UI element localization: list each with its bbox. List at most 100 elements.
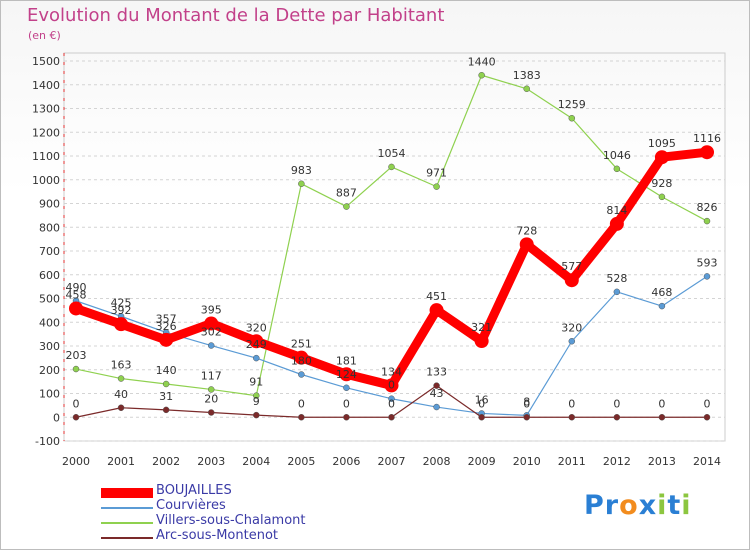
data-point	[117, 375, 125, 382]
legend-label: Villers-sous-Chalamont	[156, 513, 306, 528]
data-point	[117, 404, 125, 411]
y-tick-label: 1300	[32, 103, 60, 116]
data-label: 16	[475, 393, 489, 406]
data-label: 251	[291, 338, 312, 351]
data-point	[162, 406, 170, 414]
data-label: 728	[516, 224, 537, 237]
data-point	[253, 354, 260, 362]
data-point	[339, 367, 354, 382]
x-tick-label: 2002	[152, 455, 180, 468]
logo-letter: x	[638, 490, 658, 521]
series-line	[71, 147, 712, 390]
data-point	[523, 414, 530, 421]
data-point	[207, 409, 215, 416]
data-label: 302	[201, 326, 222, 339]
data-label: 0	[73, 397, 80, 410]
data-point	[298, 371, 305, 378]
data-label: 395	[201, 303, 222, 316]
data-point	[564, 273, 579, 288]
logo-letter: r	[604, 490, 620, 521]
data-label: 0	[568, 397, 575, 410]
data-point	[658, 414, 666, 421]
x-tick-label: 2006	[332, 455, 360, 468]
data-label: 928	[651, 177, 672, 190]
data-label: 40	[114, 388, 128, 401]
data-label: 425	[111, 296, 132, 309]
data-point	[478, 72, 485, 79]
data-label: 392	[111, 304, 132, 317]
data-label: 9	[253, 395, 260, 408]
data-point	[159, 332, 174, 347]
data-label: 163	[111, 359, 132, 372]
x-tick-label: 2005	[287, 455, 315, 468]
data-label: 826	[697, 201, 718, 214]
data-label: 451	[426, 290, 447, 303]
logo-letter: P	[584, 490, 605, 521]
data-point	[433, 403, 440, 411]
data-point	[658, 193, 666, 201]
x-tick-label: 2013	[648, 455, 676, 468]
data-point	[204, 316, 219, 331]
data-label: 814	[606, 204, 627, 217]
data-point	[343, 384, 350, 392]
legend-label: BOUJAILLES	[156, 483, 232, 498]
data-label: 1046	[603, 149, 631, 162]
chart-subtitle: (en €)	[28, 29, 61, 42]
data-label: 1383	[513, 69, 541, 82]
data-point	[72, 365, 80, 373]
y-tick-label: 300	[39, 340, 60, 353]
data-label: 1440	[468, 55, 496, 68]
x-tick-label: 2000	[62, 455, 90, 468]
data-point	[249, 334, 264, 349]
data-label: 124	[336, 368, 357, 381]
y-tick-label: 800	[39, 221, 60, 234]
data-point	[69, 301, 83, 316]
data-point	[609, 216, 624, 231]
legend-swatch	[101, 507, 153, 509]
data-label: 490	[66, 281, 87, 294]
data-label: 1116	[693, 132, 721, 145]
data-label: 458	[66, 288, 87, 301]
data-point	[523, 85, 530, 93]
data-point	[658, 302, 666, 310]
data-point	[433, 382, 440, 389]
data-point	[294, 350, 309, 365]
x-tick-label: 2009	[468, 455, 496, 468]
y-tick-label: 100	[39, 388, 60, 401]
data-point	[654, 150, 669, 165]
y-tick-label: 1100	[32, 150, 60, 163]
data-label: 0	[388, 397, 395, 410]
x-tick-label: 2014	[693, 455, 721, 468]
data-label: 326	[156, 320, 177, 333]
data-label: 31	[159, 390, 173, 403]
data-label: 577	[561, 260, 582, 273]
data-label: 0	[704, 397, 711, 410]
data-label: 180	[291, 355, 312, 368]
data-point	[568, 114, 576, 122]
data-label: 0	[298, 397, 305, 410]
data-point	[343, 414, 350, 421]
data-label: 134	[381, 365, 402, 378]
data-label: 0	[478, 397, 485, 410]
proxiti-logo: Proxiti	[584, 490, 692, 521]
data-point	[253, 411, 260, 419]
data-label: 887	[336, 187, 357, 200]
x-tick-label: 2003	[197, 455, 225, 468]
y-tick-label: 1400	[32, 79, 60, 92]
data-label: 133	[426, 366, 447, 379]
legend-swatch	[101, 522, 153, 524]
y-tick-label: 400	[39, 316, 60, 329]
data-label: 203	[66, 349, 87, 362]
data-point	[298, 414, 305, 421]
data-point	[388, 163, 395, 171]
data-label: 1259	[558, 98, 586, 111]
data-point	[703, 414, 711, 421]
data-label: 971	[426, 167, 447, 180]
data-point	[519, 237, 534, 252]
data-point	[700, 145, 714, 160]
y-tick-label: 700	[39, 245, 60, 258]
data-label: 117	[201, 369, 222, 382]
data-label: 528	[606, 272, 627, 285]
data-point	[703, 273, 711, 280]
